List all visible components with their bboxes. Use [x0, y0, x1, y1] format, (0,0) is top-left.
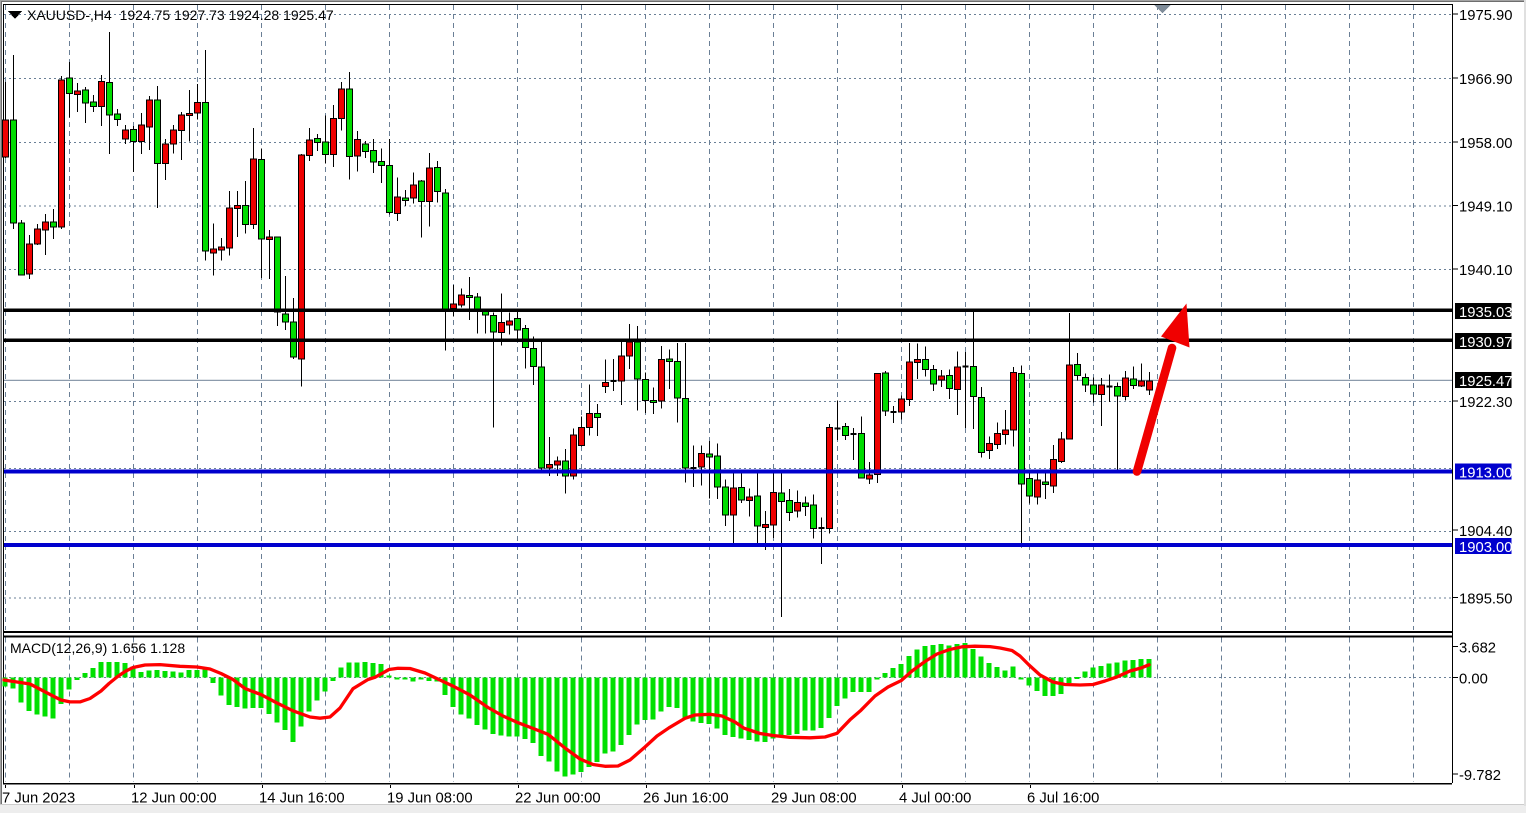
- svg-text:1949.10: 1949.10: [1459, 200, 1513, 216]
- svg-text:29 Jun 08:00: 29 Jun 08:00: [771, 791, 857, 807]
- svg-text:26 Jun 16:00: 26 Jun 16:00: [643, 791, 729, 807]
- svg-text:1935.03: 1935.03: [1459, 305, 1513, 321]
- svg-text:1904.40: 1904.40: [1459, 524, 1513, 540]
- svg-text:7 Jun 2023: 7 Jun 2023: [2, 791, 75, 807]
- svg-text:1925.47: 1925.47: [1459, 374, 1513, 390]
- svg-text:22 Jun 00:00: 22 Jun 00:00: [515, 791, 601, 807]
- svg-text:1975.90: 1975.90: [1459, 8, 1513, 24]
- svg-text:1958.00: 1958.00: [1459, 136, 1513, 152]
- svg-text:1895.50: 1895.50: [1459, 592, 1513, 608]
- svg-text:MACD(12,26,9) 1.656 1.128: MACD(12,26,9) 1.656 1.128: [10, 640, 185, 656]
- svg-text:XAUUSD-,H4 1924.75 1927.73 19: XAUUSD-,H4 1924.75 1927.73 1924.28 1925.…: [27, 7, 334, 23]
- svg-text:19 Jun 08:00: 19 Jun 08:00: [387, 791, 473, 807]
- svg-text:0.00: 0.00: [1459, 671, 1488, 687]
- svg-text:6 Jul 16:00: 6 Jul 16:00: [1027, 791, 1099, 807]
- svg-text:1940.10: 1940.10: [1459, 263, 1513, 279]
- svg-text:1903.00: 1903.00: [1459, 540, 1513, 556]
- svg-text:1930.97: 1930.97: [1459, 335, 1513, 351]
- svg-text:12 Jun 00:00: 12 Jun 00:00: [131, 791, 217, 807]
- svg-text:1922.30: 1922.30: [1459, 395, 1513, 411]
- svg-text:1913.00: 1913.00: [1459, 465, 1513, 481]
- svg-text:14 Jun 16:00: 14 Jun 16:00: [259, 791, 345, 807]
- svg-text:-9.782: -9.782: [1459, 768, 1501, 784]
- svg-text:1966.90: 1966.90: [1459, 72, 1513, 88]
- svg-text:3.682: 3.682: [1459, 641, 1496, 657]
- svg-text:4 Jul 00:00: 4 Jul 00:00: [899, 791, 971, 807]
